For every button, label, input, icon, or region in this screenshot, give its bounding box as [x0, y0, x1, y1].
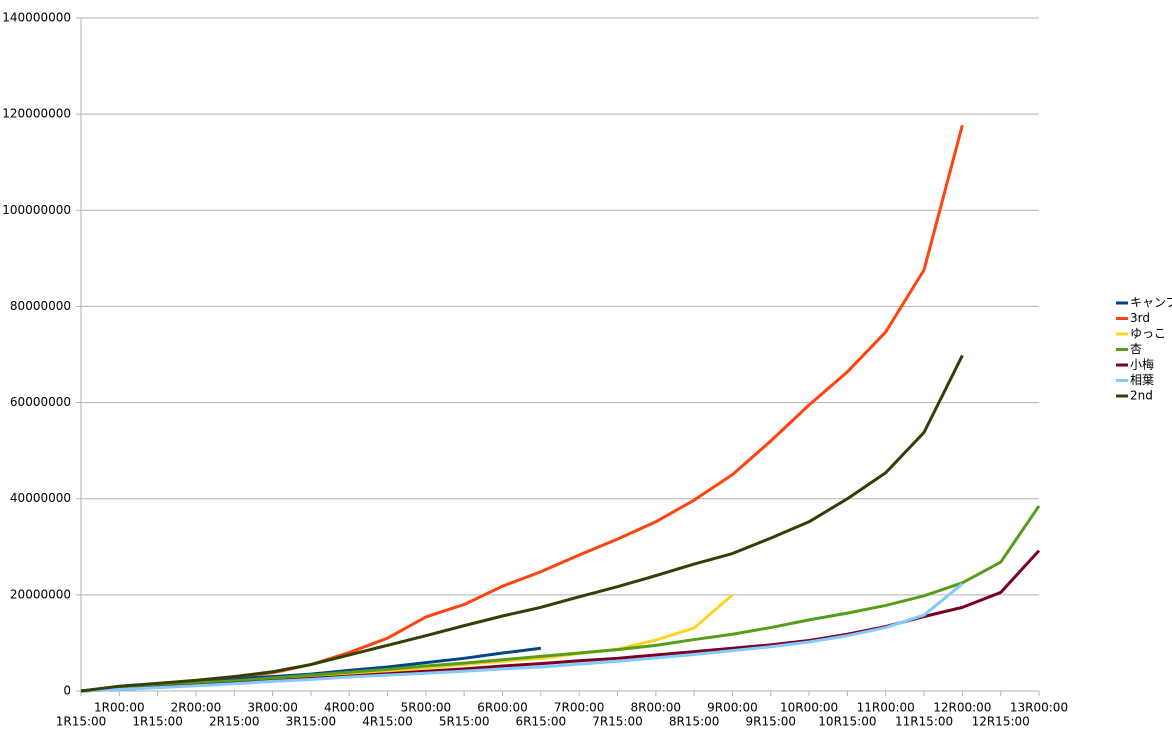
series-line	[80, 505, 1041, 693]
x-tick-label: 12R15:00	[972, 715, 1030, 729]
x-tick-label: 6R15:00	[516, 715, 567, 729]
y-tick-label: 60000000	[10, 395, 71, 409]
legend-label: 相葉	[1130, 373, 1154, 387]
x-tick-label: 11R00:00	[857, 701, 915, 715]
x-tick-label: 10R00:00	[780, 701, 838, 715]
x-tick-label: 1R15:00	[132, 715, 183, 729]
x-tick-label: 12R00:00	[933, 701, 991, 715]
x-tick-label: 13R00:00	[1010, 701, 1068, 715]
x-tick-label: 1R00:00	[94, 701, 145, 715]
x-tick-label: 11R15:00	[895, 715, 953, 729]
y-tick-label: 0	[63, 684, 71, 698]
series-line	[80, 582, 964, 693]
x-tick-label: 10R15:00	[818, 715, 876, 729]
y-tick-label: 100000000	[2, 203, 71, 217]
series-line	[80, 354, 964, 693]
x-tick-label: 4R15:00	[362, 715, 413, 729]
x-tick-label: 8R00:00	[631, 701, 682, 715]
x-tick-label: 9R15:00	[745, 715, 796, 729]
legend-label: 2nd	[1130, 389, 1153, 403]
x-tick-label: 2R00:00	[171, 701, 222, 715]
legend-label: ゆっこ	[1130, 327, 1166, 341]
y-tick-label: 20000000	[10, 587, 71, 601]
y-tick-label: 140000000	[2, 11, 71, 25]
x-tick-label: 7R00:00	[554, 701, 605, 715]
x-tick-label: 9R00:00	[707, 701, 758, 715]
y-tick-label: 120000000	[2, 107, 71, 121]
legend-label: キャンプ	[1130, 296, 1172, 310]
legend-label: 杏	[1130, 342, 1142, 356]
legend-label: 3rd	[1130, 311, 1150, 325]
x-tick-label: 1R15:00	[56, 715, 107, 729]
y-tick-label: 80000000	[10, 299, 71, 313]
legend-label: 小梅	[1130, 357, 1154, 372]
y-tick-label: 40000000	[10, 491, 71, 505]
x-tick-label: 3R00:00	[247, 701, 298, 715]
x-tick-label: 7R15:00	[592, 715, 643, 729]
x-tick-label: 5R00:00	[401, 701, 452, 715]
series-line	[80, 549, 1041, 693]
x-tick-label: 3R15:00	[286, 715, 337, 729]
x-tick-label: 8R15:00	[669, 715, 720, 729]
series-line	[80, 593, 734, 693]
x-tick-label: 5R15:00	[439, 715, 490, 729]
x-tick-label: 2R15:00	[209, 715, 260, 729]
x-tick-label: 4R00:00	[324, 701, 375, 715]
x-tick-label: 6R00:00	[477, 701, 528, 715]
